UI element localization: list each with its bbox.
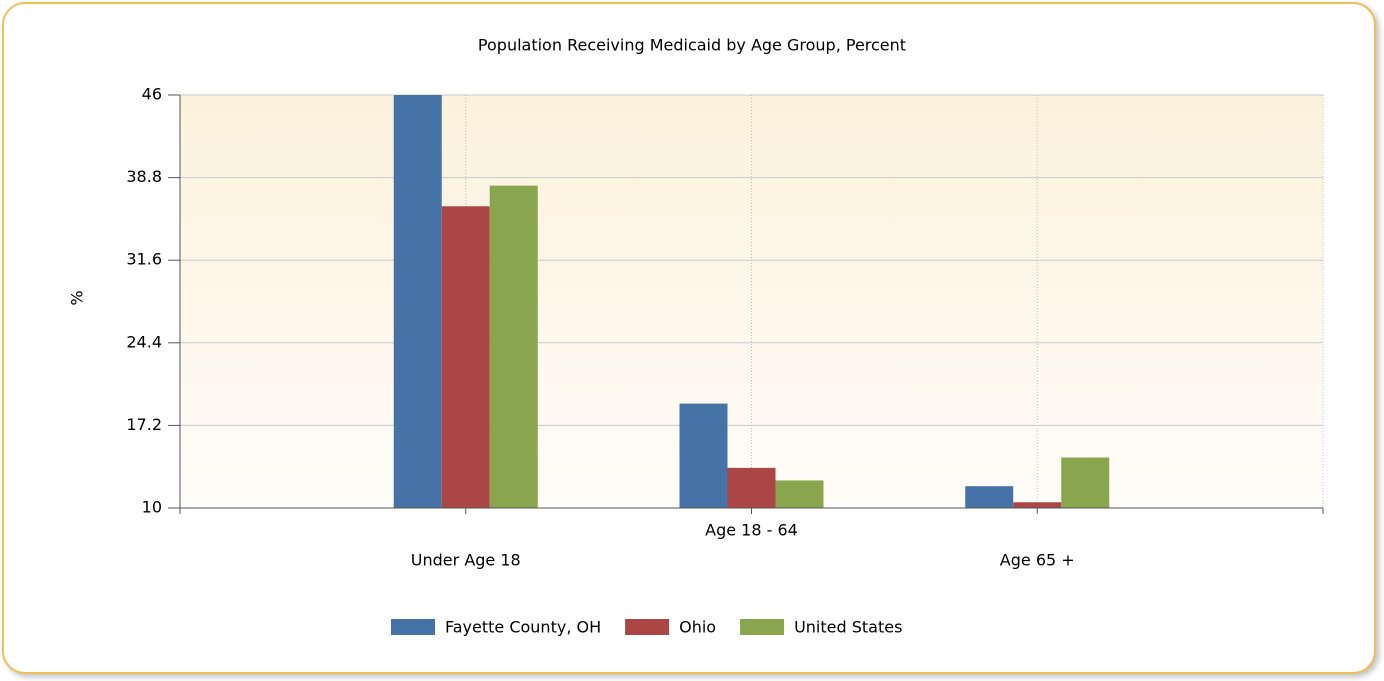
chart-title: Population Receiving Medicaid by Age Gro… [478, 36, 906, 55]
y-tick-label: 46 [142, 85, 162, 104]
y-axis-label: % [68, 290, 87, 305]
y-tick-label: 10 [142, 498, 162, 517]
x-tick-label: Age 18 - 64 [705, 521, 798, 540]
y-tick-label: 38.8 [126, 167, 162, 186]
legend-label: United States [794, 618, 902, 637]
bar [1013, 502, 1062, 508]
legend-label: Ohio [679, 618, 716, 637]
y-tick-label: 17.2 [126, 415, 162, 434]
bar [441, 206, 490, 508]
bar [727, 467, 776, 508]
bar [489, 185, 538, 508]
bar [775, 480, 824, 508]
bar [679, 403, 728, 508]
y-tick-label: 24.4 [126, 332, 162, 351]
legend-swatch [625, 619, 670, 635]
plot-area [180, 95, 1323, 508]
legend-swatch [740, 619, 785, 635]
x-tick-label: Age 65 + [1000, 551, 1075, 570]
bar [393, 95, 442, 508]
bar [965, 486, 1014, 508]
y-tick-label: 31.6 [126, 250, 162, 269]
x-tick-label: Under Age 18 [411, 551, 521, 570]
legend-label: Fayette County, OH [445, 618, 601, 637]
bar [1061, 457, 1110, 508]
legend-swatch [391, 619, 435, 635]
